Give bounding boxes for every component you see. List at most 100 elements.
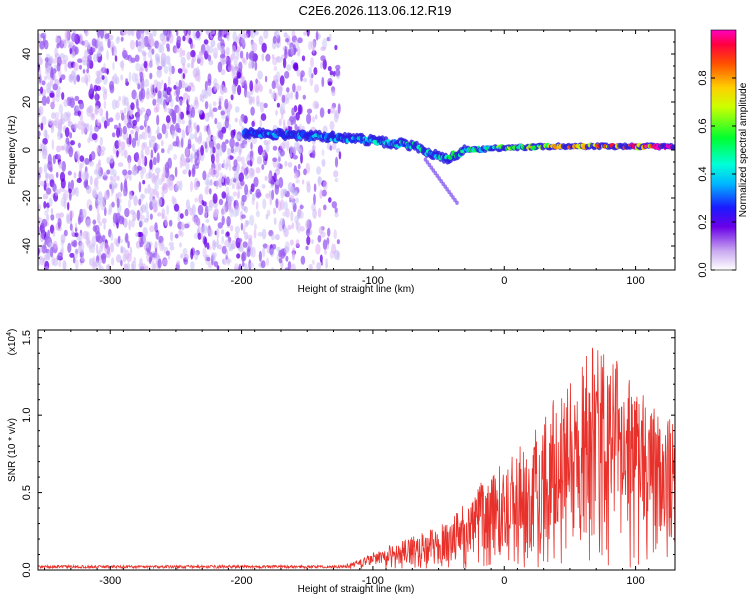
noise-blob [99,150,105,156]
noise-blob [226,35,230,40]
noise-blob [62,193,67,200]
noise-blob [221,229,225,235]
noise-blob [269,248,275,258]
noise-blob [58,69,62,78]
noise-blob [313,183,317,192]
noise-blob [71,241,76,247]
noise-blob [313,67,318,76]
noise-blob [256,156,263,165]
y-tick-label: 20 [21,96,33,108]
noise-blob [231,45,237,56]
noise-blob [40,122,44,131]
noise-blob [295,91,299,100]
noise-blob [297,104,302,115]
noise-blob [181,80,186,89]
noise-blob [74,232,79,238]
noise-blob [87,137,91,144]
noise-blob [180,253,184,259]
noise-blob [47,153,52,165]
noise-blob [320,55,326,62]
noise-blob [54,117,60,129]
noise-blob [300,70,305,78]
noise-blob [157,125,160,135]
noise-blob [279,164,283,170]
noise-blob [282,57,287,69]
noise-blob [212,167,216,176]
noise-blob [108,117,114,123]
noise-blob [204,80,208,91]
noise-blob [70,140,75,146]
noise-blob [118,122,121,130]
noise-blob [274,30,280,39]
noise-blob [124,178,127,186]
noise-blob [89,83,94,95]
noise-blob [180,221,185,230]
noise-blob [233,178,237,183]
noise-blob [190,152,194,164]
noise-blob [278,118,282,127]
noise-blob [265,53,271,62]
noise-blob [201,95,205,103]
noise-blob [55,37,60,44]
noise-blob [137,37,144,47]
noise-blob [136,165,142,171]
noise-blob [136,30,142,40]
noise-blob [221,235,224,245]
noise-blob [181,129,185,140]
noise-blob [66,214,70,223]
noise-blob [128,219,132,231]
noise-blob [265,213,269,220]
noise-blob [55,212,61,219]
noise-blob [263,102,268,109]
noise-blob [175,86,181,97]
noise-blob [202,170,207,181]
noise-blob [62,259,67,270]
noise-blob [68,146,74,158]
noise-blob [41,95,48,106]
noise-blob [299,226,305,232]
noise-blob [278,177,284,189]
noise-blob [221,245,227,255]
noise-blob [156,172,160,180]
noise-blob [238,143,243,154]
noise-blob [283,32,288,38]
noise-blob [283,246,290,254]
noise-blob [213,82,217,93]
noise-blob [148,34,153,46]
noise-blob [329,70,334,76]
y-tick-label: -20 [21,190,33,206]
noise-blob [79,155,85,163]
noise-blob [60,74,66,80]
noise-blob [107,264,111,270]
noise-blob [43,201,47,209]
noise-blob [244,33,249,39]
noise-blob [116,175,120,182]
noise-blob [58,104,64,114]
noise-blob [277,157,280,169]
noise-blob [203,210,208,219]
noise-blob [209,103,212,114]
colorbar-label: Normalized spectral amplitude [738,82,749,217]
noise-blob [334,44,338,51]
noise-blob [224,98,229,110]
noise-blob [38,68,42,78]
y-tick-label: 1.5 [21,330,33,345]
noise-blob [122,169,128,176]
noise-blob [55,171,59,178]
noise-blob [45,172,49,183]
noise-blob [67,43,73,49]
noise-blob [333,229,337,240]
noise-blob [183,30,187,36]
noise-blob [106,68,109,75]
noise-blob [229,245,234,252]
noise-blob [204,144,209,153]
noise-blob [247,238,253,249]
noise-blob [165,250,170,256]
noise-blob [82,170,88,182]
noise-blob [325,262,328,269]
noise-blob [52,83,58,91]
noise-blob [144,187,148,194]
noise-blob [306,113,312,125]
noise-blob [168,242,174,247]
noise-blob [259,118,263,130]
